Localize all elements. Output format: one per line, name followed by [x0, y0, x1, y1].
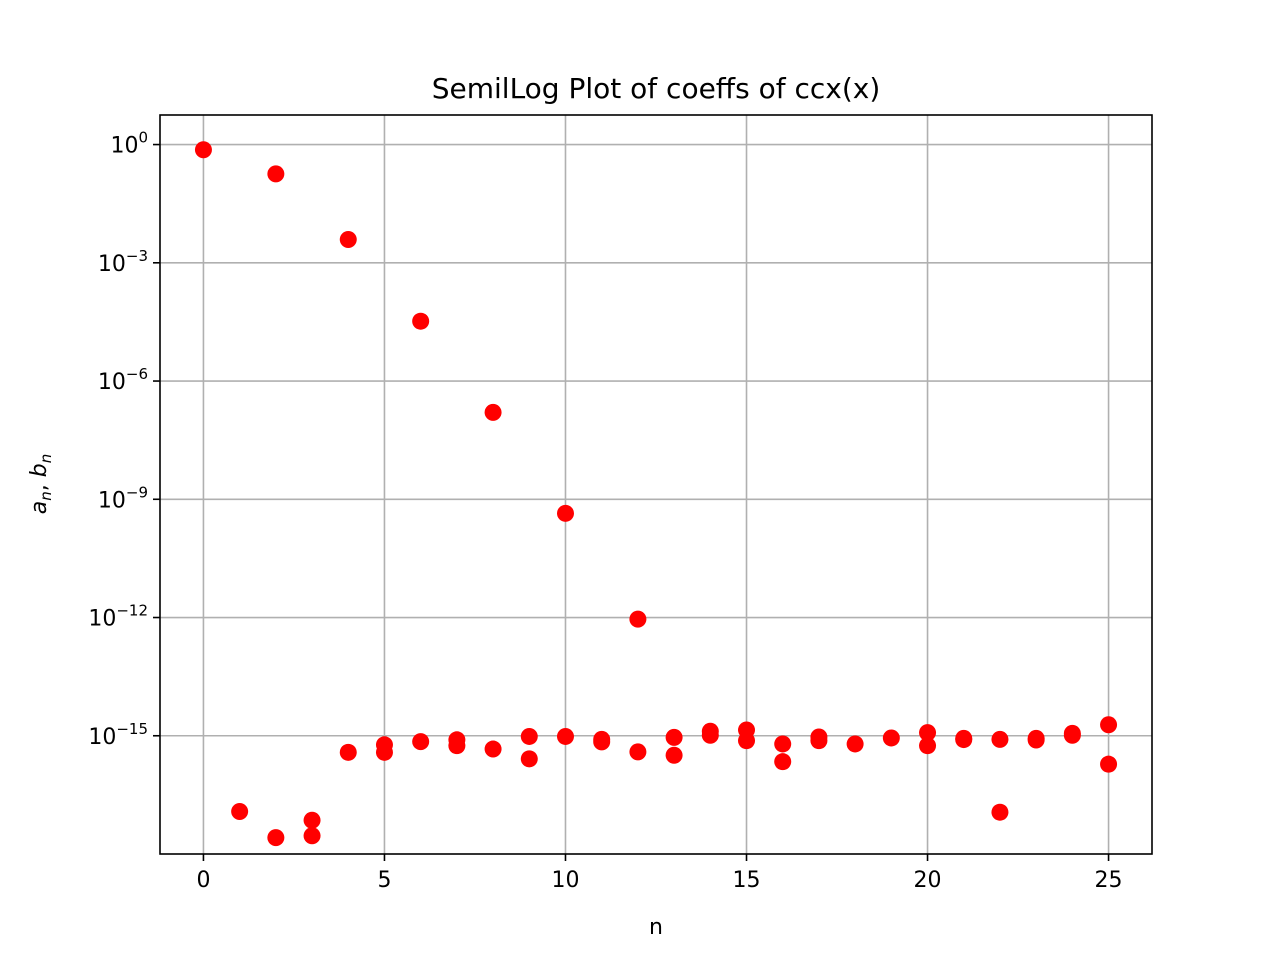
data-point: [738, 732, 756, 750]
y-tick-label: 10−3: [98, 247, 148, 277]
x-tick-label: 0: [196, 868, 210, 893]
y-label-a: a: [27, 501, 52, 514]
x-tick-label: 5: [377, 868, 391, 893]
data-point: [1100, 716, 1118, 734]
data-point: [882, 729, 900, 747]
data-point: [412, 312, 430, 330]
data-point: [991, 730, 1009, 748]
chart-title: SemilLog Plot of coeffs of ccx(x): [432, 72, 881, 105]
data-point: [303, 811, 321, 829]
data-point: [919, 724, 937, 742]
data-point: [194, 141, 212, 159]
y-label-b-sub: n: [37, 454, 55, 464]
x-tick-label: 20: [914, 868, 942, 893]
data-point: [955, 729, 973, 747]
data-point: [448, 737, 466, 755]
y-axis-ticks: 100 10−3 10−6 10−9 10−12 10−15: [88, 129, 160, 750]
y-tick-label: 100: [110, 129, 148, 159]
data-point: [267, 165, 285, 183]
y-axis-label: an, bn: [27, 454, 55, 514]
data-point: [846, 735, 864, 753]
data-point: [665, 728, 683, 746]
data-point: [231, 802, 249, 820]
y-tick-label: 10−15: [88, 720, 148, 750]
y-tick-label: 10−12: [88, 602, 148, 632]
data-point: [484, 403, 502, 421]
data-point: [556, 727, 574, 745]
data-point: [810, 728, 828, 746]
data-point: [701, 722, 719, 740]
data-point: [520, 727, 538, 745]
data-point: [339, 231, 357, 249]
y-label-b: b: [27, 463, 52, 477]
x-tick-label: 10: [551, 868, 579, 893]
data-point: [1100, 755, 1118, 773]
data-point: [484, 740, 502, 758]
data-point: [665, 746, 683, 764]
data-point: [520, 750, 538, 768]
data-point: [629, 743, 647, 761]
y-label-sep: ,: [27, 477, 52, 491]
x-axis-label: n: [649, 915, 663, 940]
data-point: [774, 735, 792, 753]
data-point: [919, 737, 937, 755]
data-points: [194, 141, 1118, 847]
data-point: [774, 753, 792, 771]
grid-lines: [160, 115, 1152, 854]
y-label-a-sub: n: [37, 491, 55, 501]
data-point: [991, 803, 1009, 821]
data-point: [593, 733, 611, 751]
data-point: [1027, 729, 1045, 747]
data-point: [375, 743, 393, 761]
plot-frame: [159, 114, 1153, 855]
data-point: [1063, 726, 1081, 744]
data-point: [412, 733, 430, 751]
data-point: [267, 829, 285, 847]
y-tick-label: 10−9: [98, 483, 148, 513]
x-axis-ticks: 0 5 10 15 20 25: [196, 854, 1123, 893]
x-tick-label: 15: [733, 868, 761, 893]
data-point: [629, 610, 647, 628]
data-point: [556, 504, 574, 522]
data-point: [303, 827, 321, 845]
data-point: [339, 743, 357, 761]
y-tick-label: 10−6: [98, 365, 148, 395]
x-tick-label: 25: [1095, 868, 1123, 893]
